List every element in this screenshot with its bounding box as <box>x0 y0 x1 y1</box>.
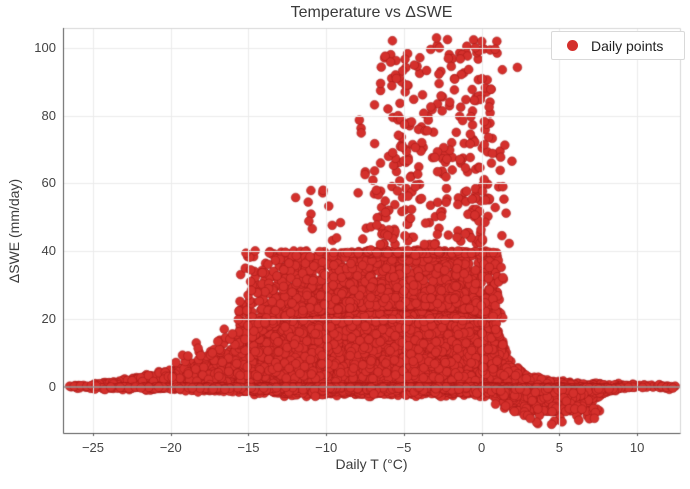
x-tick-label: −25 <box>81 440 105 455</box>
x-tick-label: −5 <box>396 440 412 455</box>
legend-label: Daily points <box>591 37 664 54</box>
y-axis-title: ΔSWE (mm/day) <box>6 178 22 284</box>
y-tick-label: 0 <box>48 378 56 394</box>
legend-marker-icon <box>567 40 578 51</box>
x-tick-label: −20 <box>159 440 182 455</box>
legend[interactable]: Daily points <box>551 31 685 60</box>
y-tick-label: 60 <box>41 175 56 191</box>
x-tick-label: 10 <box>629 440 645 455</box>
x-tick-label: 5 <box>555 440 563 455</box>
y-tick-label: 100 <box>34 39 56 55</box>
x-axis-title: Daily T (°C) <box>335 456 408 472</box>
y-tick-label: 80 <box>41 107 56 123</box>
x-tick-label: −15 <box>237 440 260 455</box>
y-tick-label: 40 <box>41 243 56 259</box>
y-tick-label: 20 <box>41 311 56 327</box>
x-tick-label: 0 <box>478 440 486 455</box>
chart-title: Temperature vs ΔSWE <box>290 4 453 21</box>
x-tick-label: −10 <box>315 440 338 455</box>
